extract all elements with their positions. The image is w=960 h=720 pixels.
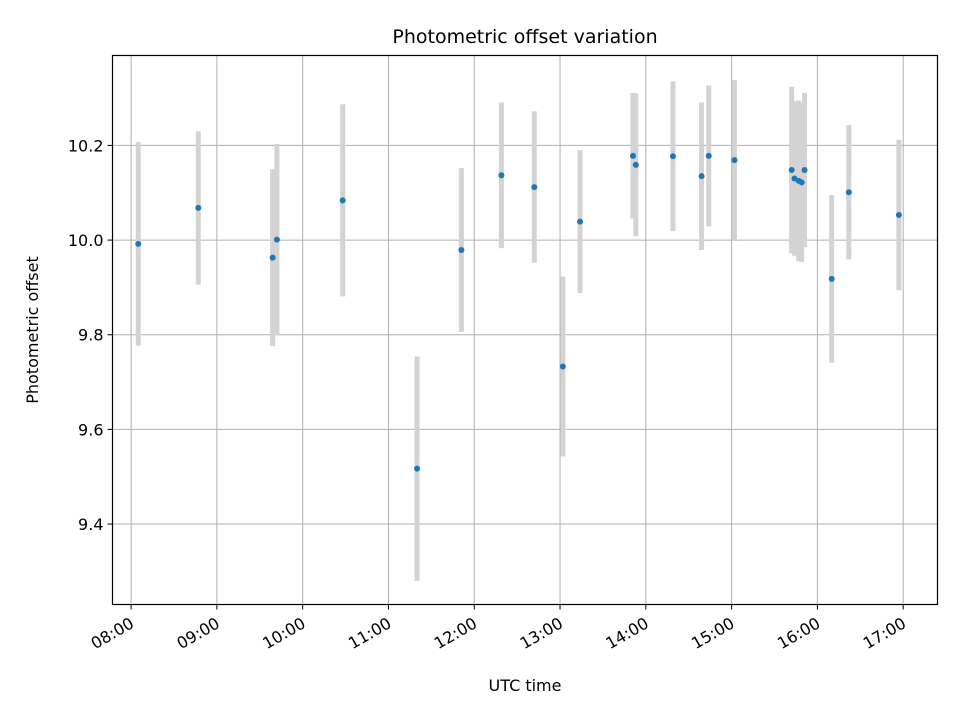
y-axis-ticks: 9.4 9.6 9.8 10.0 10.2 bbox=[68, 136, 113, 534]
y-tick-label: 10.0 bbox=[68, 231, 104, 250]
data-point bbox=[498, 172, 505, 179]
data-point bbox=[195, 204, 202, 211]
data-point bbox=[339, 197, 346, 204]
y-tick-label: 10.2 bbox=[68, 136, 104, 155]
x-gridlines bbox=[130, 55, 904, 605]
data-point bbox=[458, 247, 465, 254]
data-point bbox=[828, 275, 835, 282]
data-point bbox=[577, 218, 584, 225]
y-axis-label: Photometric offset bbox=[23, 256, 42, 404]
y-tick-label: 9.6 bbox=[78, 420, 103, 439]
x-axis-label: UTC time bbox=[489, 676, 562, 695]
y-gridlines bbox=[112, 144, 938, 525]
data-point bbox=[801, 167, 808, 174]
data-points bbox=[135, 152, 902, 472]
data-point bbox=[788, 167, 795, 174]
y-tick-label: 9.8 bbox=[78, 326, 103, 345]
data-point bbox=[629, 152, 636, 159]
data-point bbox=[414, 465, 421, 472]
data-point bbox=[559, 363, 566, 370]
data-point bbox=[135, 240, 142, 247]
data-point bbox=[895, 211, 902, 218]
data-point bbox=[698, 173, 705, 180]
data-point bbox=[531, 184, 538, 191]
data-point bbox=[273, 236, 280, 243]
plot-background bbox=[112, 55, 938, 605]
data-point bbox=[705, 152, 712, 159]
data-point bbox=[669, 153, 676, 160]
data-point bbox=[798, 179, 805, 186]
y-tick-label: 9.4 bbox=[78, 515, 103, 534]
data-point bbox=[269, 254, 276, 261]
plot-frame bbox=[111, 54, 939, 606]
chart-title: Photometric offset variation bbox=[392, 26, 657, 48]
data-point bbox=[731, 157, 738, 164]
data-point bbox=[632, 161, 639, 168]
data-point bbox=[845, 189, 852, 196]
